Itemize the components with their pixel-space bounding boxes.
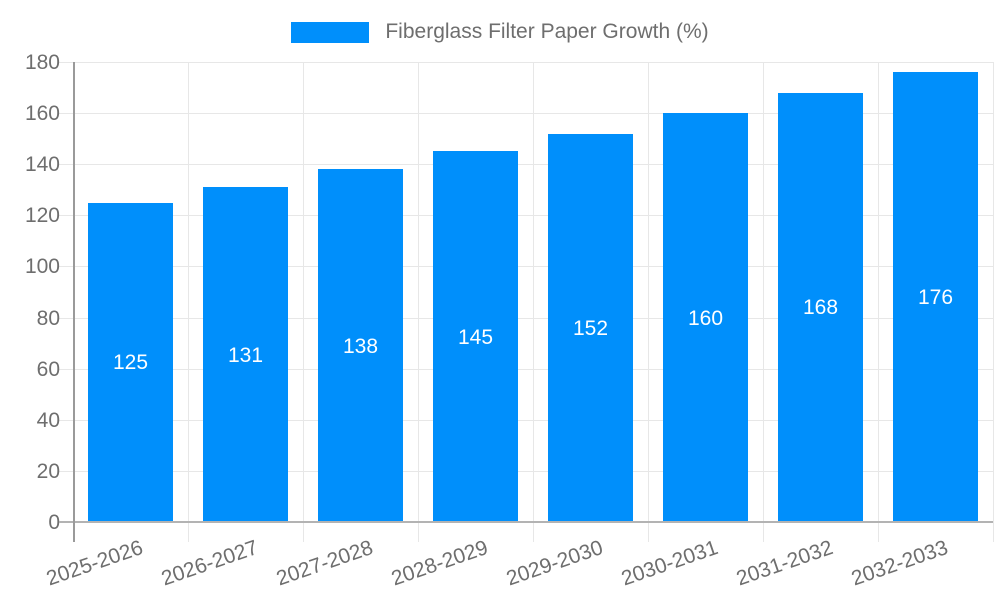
bar-value-label: 138: [342, 334, 379, 358]
v-gridline: [763, 62, 764, 542]
bar-value-label: 160: [687, 306, 724, 330]
bar-2028-2029[interactable]: [433, 151, 518, 522]
x-axis-tick-label: 2031-2032: [733, 536, 836, 591]
x-axis-tick-label: 2026-2027: [158, 536, 261, 591]
x-axis-tick-label: 2030-2031: [618, 536, 721, 591]
y-axis-tick-label: 60: [36, 357, 60, 381]
y-axis-tick-label: 160: [24, 102, 60, 126]
bar-2026-2027[interactable]: [203, 187, 288, 522]
v-gridline: [533, 62, 534, 542]
v-gridline: [418, 62, 419, 542]
legend-series-label: Fiberglass Filter Paper Growth (%): [385, 20, 709, 43]
bar-2031-2032[interactable]: [778, 92, 863, 522]
chart-legend: Fiberglass Filter Paper Growth (%): [0, 20, 1000, 44]
y-axis-tick-label: 100: [24, 255, 60, 279]
x-axis-line: [59, 521, 993, 523]
h-gridline: [59, 164, 993, 166]
legend-item[interactable]: Fiberglass Filter Paper Growth (%): [291, 20, 709, 44]
x-axis-tick-label: 2032-2033: [848, 536, 951, 591]
y-axis-tick-label: 20: [36, 459, 60, 483]
y-axis-tick-label: 120: [24, 204, 60, 228]
h-gridline: [59, 62, 993, 63]
h-gridline: [59, 470, 993, 472]
y-axis-tick-label: 80: [36, 306, 60, 330]
h-gridline: [59, 419, 993, 421]
h-gridline: [59, 317, 993, 319]
bar-value-label: 125: [112, 351, 149, 375]
v-gridline: [993, 62, 994, 542]
v-gridline: [188, 62, 189, 542]
h-gridline: [59, 368, 993, 370]
bar-value-label: 168: [802, 296, 839, 320]
v-gridline: [878, 62, 879, 542]
bar-value-label: 131: [227, 343, 264, 367]
bar-2025-2026[interactable]: [88, 202, 173, 522]
bar-2029-2030[interactable]: [548, 133, 633, 522]
y-axis-tick-label: 140: [24, 153, 60, 177]
y-axis-line: [73, 62, 75, 542]
h-gridline: [59, 215, 993, 217]
bar-value-label: 176: [917, 286, 954, 310]
v-gridline: [648, 62, 649, 542]
x-axis-tick-label: 2025-2026: [43, 536, 146, 591]
bar-2030-2031[interactable]: [663, 113, 748, 522]
bar-2032-2033[interactable]: [893, 72, 978, 522]
bar-2027-2028[interactable]: [318, 169, 403, 522]
h-gridline: [59, 266, 993, 268]
v-gridline: [303, 62, 304, 542]
x-axis-tick-label: 2027-2028: [273, 536, 376, 591]
y-axis-tick-label: 180: [24, 51, 60, 74]
legend-color-swatch: [291, 21, 370, 43]
bar-value-label: 152: [572, 316, 609, 340]
y-axis-tick-label: 40: [36, 408, 60, 432]
x-axis-tick-label: 2029-2030: [503, 536, 606, 591]
plot-area: 0 20 40 60 80 100 120 140 160 180 125 2025-2026 131 2…: [25, 52, 994, 590]
x-axis-tick-label: 2028-2029: [388, 536, 491, 591]
y-axis-tick-label: 0: [48, 511, 60, 534]
h-gridline: [59, 113, 993, 115]
bar-value-label: 145: [457, 325, 494, 349]
